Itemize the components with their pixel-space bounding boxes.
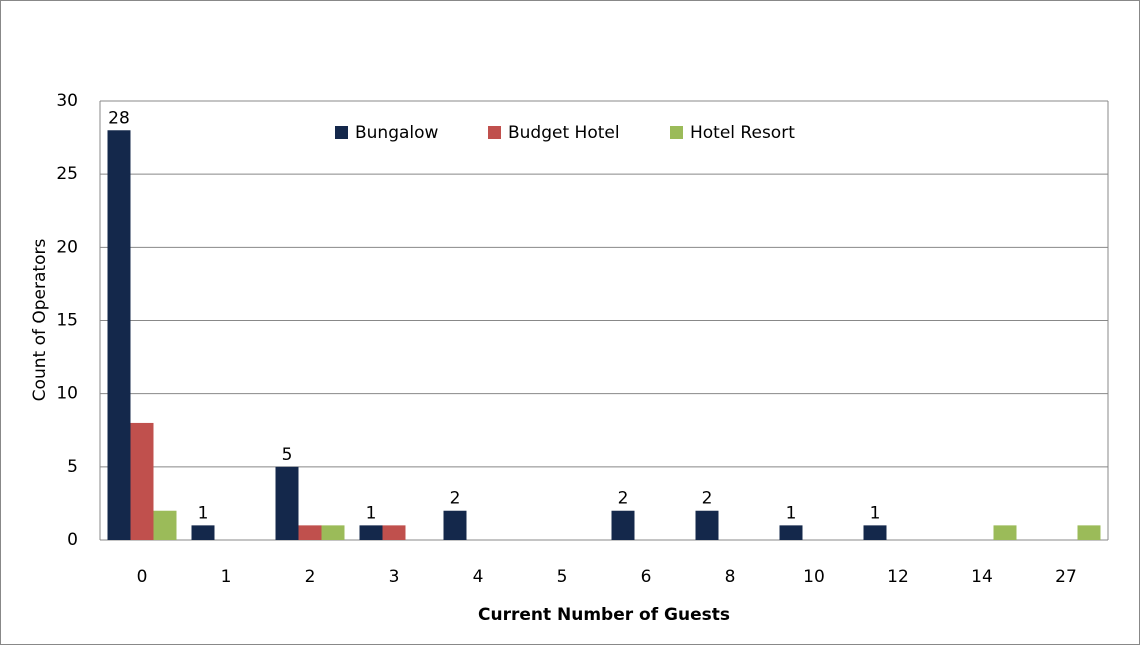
data-label: 2 (450, 489, 461, 509)
data-label: 1 (786, 503, 797, 523)
bar (153, 510, 177, 540)
y-tick-label: 10 (56, 384, 78, 404)
x-tick-label: 0 (137, 567, 148, 587)
data-label: 1 (870, 503, 881, 523)
bar (695, 510, 719, 540)
legend-label: Budget Hotel (508, 123, 620, 143)
y-tick-label: 25 (56, 164, 78, 184)
legend-swatch (335, 126, 348, 139)
bar (779, 525, 803, 540)
bar (275, 466, 299, 540)
bar (382, 525, 406, 540)
x-axis-title: Current Number of Guests (478, 605, 730, 625)
y-tick-label: 20 (56, 237, 78, 257)
y-tick-label: 5 (67, 457, 78, 477)
y-tick-label: 0 (67, 530, 78, 550)
x-tick-label: 27 (1055, 567, 1077, 587)
data-label: 1 (198, 503, 209, 523)
data-label: 2 (702, 489, 713, 509)
data-label: 2 (618, 489, 629, 509)
data-label: 5 (282, 445, 293, 465)
x-tick-label: 5 (557, 567, 568, 587)
bar (130, 422, 154, 540)
legend-swatch (488, 126, 501, 139)
x-tick-label: 1 (221, 567, 232, 587)
x-tick-label: 12 (887, 567, 909, 587)
x-tick-label: 4 (473, 567, 484, 587)
legend-swatch (670, 126, 683, 139)
y-tick-label: 15 (56, 311, 78, 331)
x-tick-label: 2 (305, 567, 316, 587)
data-label: 28 (108, 108, 130, 128)
y-tick-label: 30 (56, 91, 78, 111)
bar (863, 525, 887, 540)
x-tick-label: 6 (641, 567, 652, 587)
legend-label: Bungalow (355, 123, 439, 143)
y-axis-title: Count of Operators (30, 239, 50, 402)
bar (993, 525, 1017, 540)
bar (191, 525, 215, 540)
bar (321, 525, 345, 540)
bar (298, 525, 322, 540)
x-tick-label: 14 (971, 567, 993, 587)
x-tick-label: 10 (803, 567, 825, 587)
bar (443, 510, 467, 540)
data-label: 1 (366, 503, 377, 523)
bar (359, 525, 383, 540)
bar (1077, 525, 1101, 540)
bar (107, 130, 131, 540)
x-tick-label: 8 (725, 567, 736, 587)
legend-label: Hotel Resort (690, 123, 795, 143)
x-tick-label: 3 (389, 567, 400, 587)
bar (611, 510, 635, 540)
